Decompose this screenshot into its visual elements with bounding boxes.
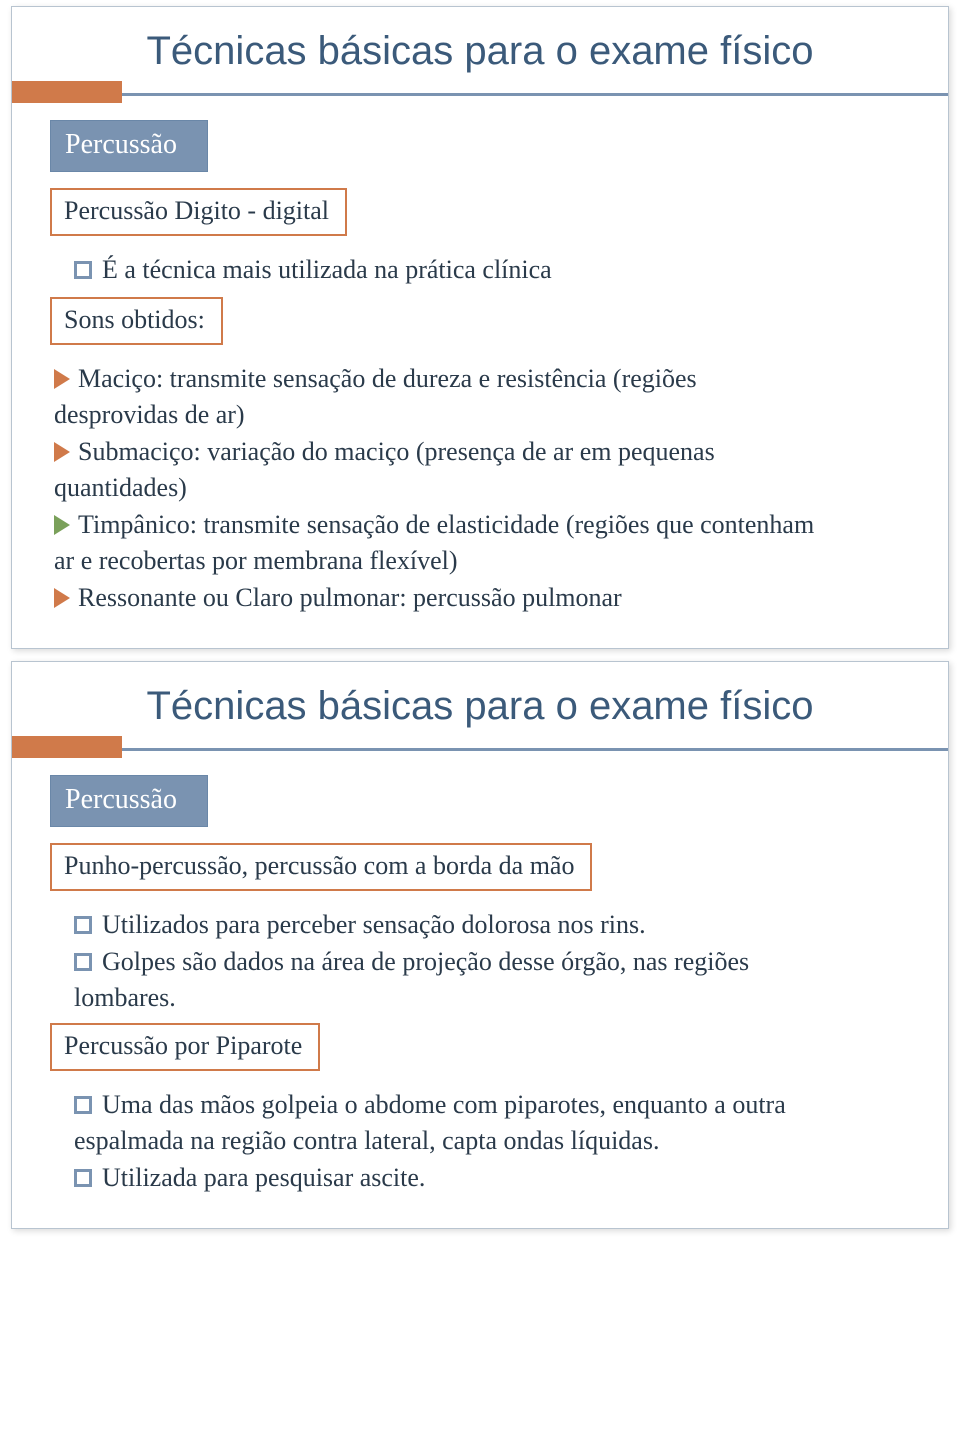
bullet-ressonante: Ressonante ou Claro pulmonar: percussão …	[54, 582, 910, 615]
bullet-text: Utilizados para perceber sensação doloro…	[102, 909, 646, 942]
square-bullet-icon	[74, 953, 92, 971]
accent-blue-line	[122, 748, 948, 751]
box-sons-obtidos: Sons obtidos:	[50, 297, 223, 345]
bullet-text: Utilizada para pesquisar ascite.	[102, 1162, 425, 1195]
square-bullet-icon	[74, 916, 92, 934]
box-digito-digital: Percussão Digito - digital	[50, 188, 347, 236]
bullet-submacico: Submaciço: variação do maciço (presença …	[54, 436, 910, 469]
slide-2: Técnicas básicas para o exame físico Per…	[11, 661, 949, 1229]
accent-orange-block	[12, 81, 122, 103]
slide-content: Percussão Percussão Digito - digital É a…	[12, 120, 948, 614]
tag-percussao: Percussão	[50, 120, 208, 172]
bullet-text: Ressonante ou Claro pulmonar: percussão …	[78, 582, 622, 615]
triangle-bullet-icon	[54, 442, 70, 462]
slide-title: Técnicas básicas para o exame físico	[12, 662, 948, 743]
bullet-piparote-cont: espalmada na região contra lateral, capt…	[74, 1125, 910, 1158]
accent-orange-block	[12, 736, 122, 758]
bullet-text: Maciço: transmite sensação de dureza e r…	[78, 363, 697, 396]
square-bullet-icon	[74, 1169, 92, 1187]
bullet-text: É a técnica mais utilizada na prática cl…	[102, 254, 552, 287]
bullet-text: Golpes são dados na área de projeção des…	[102, 946, 749, 979]
slide-content: Percussão Punho-percussão, percussão com…	[12, 775, 948, 1194]
bullet-text: Submaciço: variação do maciço (presença …	[78, 436, 715, 469]
box-punho-percussao: Punho-percussão, percussão com a borda d…	[50, 843, 592, 891]
bullet-golpes: Golpes são dados na área de projeção des…	[74, 946, 910, 979]
bullet-macico-cont: desprovidas de ar)	[54, 399, 910, 432]
bullet-macico: Maciço: transmite sensação de dureza e r…	[54, 363, 910, 396]
slide-1: Técnicas básicas para o exame físico Per…	[11, 6, 949, 649]
accent-blue-line	[122, 93, 948, 96]
tag-percussao: Percussão	[50, 775, 208, 827]
bullet-rins: Utilizados para perceber sensação doloro…	[74, 909, 910, 942]
bullet-text: Timpânico: transmite sensação de elastic…	[78, 509, 814, 542]
accent-bar	[12, 88, 948, 100]
triangle-bullet-icon	[54, 588, 70, 608]
square-bullet-icon	[74, 1096, 92, 1114]
triangle-bullet-icon	[54, 369, 70, 389]
square-bullet-icon	[74, 261, 92, 279]
bullet-text: Uma das mãos golpeia o abdome com piparo…	[102, 1089, 786, 1122]
accent-bar	[12, 743, 948, 755]
bullet-ascite: Utilizada para pesquisar ascite.	[74, 1162, 910, 1195]
bullet-piparote-desc: Uma das mãos golpeia o abdome com piparo…	[74, 1089, 910, 1122]
bullet-timpanico-cont: ar e recobertas por membrana flexível)	[54, 545, 910, 578]
bullet-timpanico: Timpânico: transmite sensação de elastic…	[54, 509, 910, 542]
bullet-tecnica-utilizada: É a técnica mais utilizada na prática cl…	[74, 254, 910, 287]
bullet-golpes-cont: lombares.	[74, 982, 910, 1015]
slide-title: Técnicas básicas para o exame físico	[12, 7, 948, 88]
box-piparote: Percussão por Piparote	[50, 1023, 320, 1071]
triangle-bullet-icon	[54, 515, 70, 535]
bullet-submacico-cont: quantidades)	[54, 472, 910, 505]
